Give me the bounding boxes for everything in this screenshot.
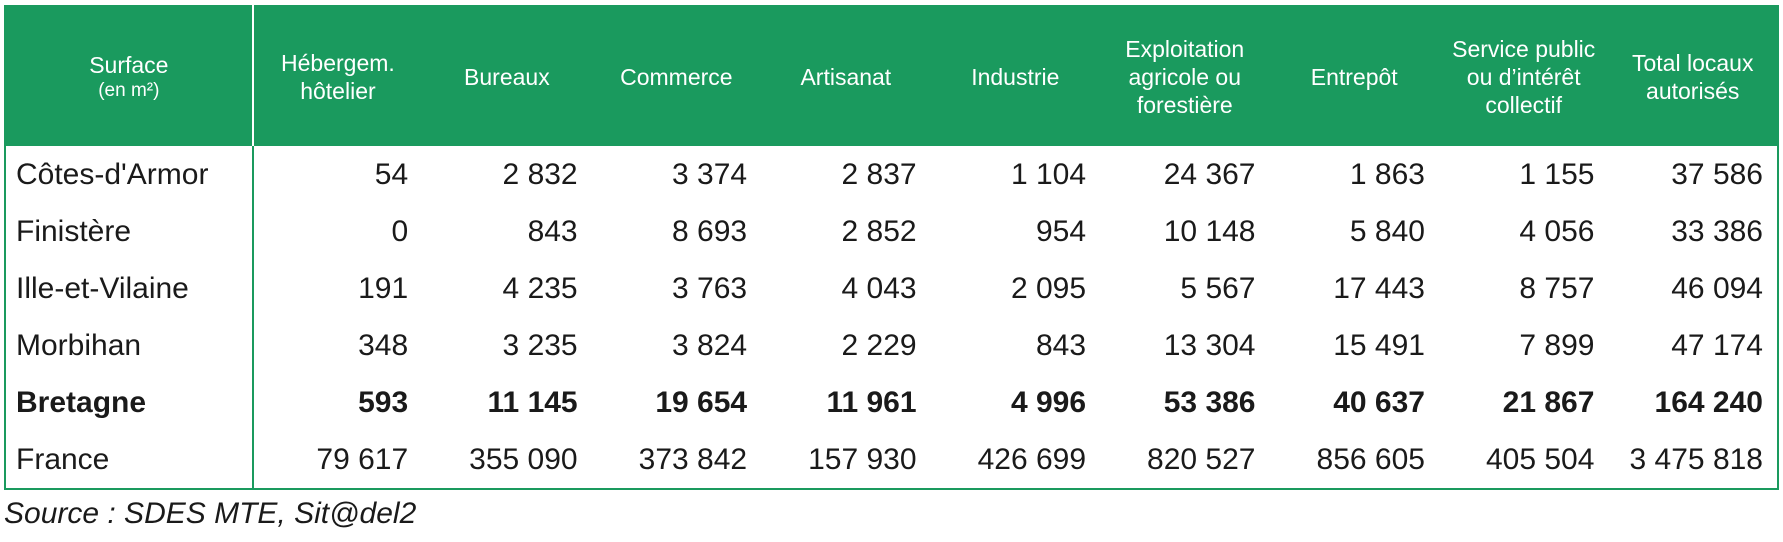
header-industrie: Industrie [930,6,1101,146]
table-row: Bretagne 593 11 145 19 654 11 961 4 996 53 386… [5,374,1778,431]
header-exploitation: Exploitation agricole ou forestière [1100,6,1270,146]
table-cell: 19 654 [655,385,748,419]
table-cell: 5 840 [1349,214,1425,248]
table-cell: 13 304 [1163,328,1256,362]
table-cell: 11 145 [487,385,578,419]
table-cell: 21 867 [1502,385,1595,419]
table-cell: 37 586 [1671,157,1763,191]
table-cell: 79 617 [316,442,409,476]
surface-table-container: Surface (en m²) Hébergem. hôtelier Burea… [4,5,1779,490]
table-cell: 40 637 [1333,385,1425,419]
header-surface-unit: (en m²) [98,79,160,101]
header-artisanat: Artisanat [761,6,931,146]
table-cell: 24 367 [1163,157,1256,191]
table-cell: 54 [374,157,409,191]
table-cell: 348 [358,328,409,362]
table-cell: 46 094 [1671,271,1763,305]
header-service-public: Service public ou d’intérêt collectif [1438,6,1609,146]
row-label: Côtes-d'Armor [5,146,254,203]
table-cell: 843 [527,214,578,248]
table-cell: 820 527 [1147,442,1256,476]
table-cell: 7 899 [1519,328,1595,362]
table-cell: 4 043 [841,271,917,305]
table-cell: 164 240 [1654,385,1763,419]
table-cell: 373 842 [638,442,748,476]
table-row: Finistère 0 843 8 693 2 852 954 10 148 5 840 4 0… [5,203,1778,260]
source-note: Source : SDES MTE, Sit@del2 [4,497,417,530]
table-cell: 2 229 [841,328,917,362]
table-cell: 2 832 [502,157,578,191]
table-cell: 2 852 [841,214,917,248]
table-cell: 405 504 [1485,442,1595,476]
table-cell: 2 095 [1010,271,1087,305]
table-cell: 4 056 [1519,214,1595,248]
table-cell: 1 863 [1349,157,1425,191]
table-cell: 954 [1035,214,1087,248]
table-cell: 3 374 [672,157,748,191]
table-cell: 1 155 [1519,157,1595,191]
table-cell: 3 763 [672,271,748,305]
table-cell: 191 [358,271,409,305]
table-cell: 8 757 [1519,271,1595,305]
table-cell: 15 491 [1333,328,1425,362]
table-cell: 47 174 [1671,328,1763,362]
table-row: Côtes-d'Armor 54 2 832 3 374 2 837 1 104 24 36… [5,146,1778,203]
table-cell: 4 235 [502,271,578,305]
table-cell: 8 693 [672,214,748,248]
surface-table: Surface (en m²) Hébergem. hôtelier Burea… [4,5,1779,490]
table-cell: 33 386 [1671,214,1763,248]
table-row: Morbihan 348 3 235 3 824 2 229 843 13 304 15 49… [5,317,1778,374]
table-cell: 3 235 [502,328,578,362]
table-cell: 426 699 [977,442,1087,476]
header-row: Surface (en m²) Hébergem. hôtelier Burea… [5,6,1778,146]
table-cell: 3 475 818 [1629,442,1763,476]
table-body: Côtes-d'Armor 54 2 832 3 374 2 837 1 104 24 36… [5,146,1778,489]
row-label: Finistère [5,203,254,260]
table-row: Ille-et-Vilaine 191 4 235 3 763 4 043 2 095 5 … [5,260,1778,317]
table-cell: 157 930 [808,442,917,476]
table-cell: 1 104 [1010,157,1087,191]
header-commerce: Commerce [591,6,762,146]
table-cell: 843 [1035,328,1087,362]
table-cell: 4 996 [1010,385,1087,419]
row-label: Ille-et-Vilaine [5,260,254,317]
header-surface-label: Surface [89,51,169,78]
table-cell: 856 605 [1316,442,1425,476]
header-total: Total locaux autorisés [1608,6,1778,146]
row-label: France [5,431,254,489]
table-cell: 593 [358,385,409,419]
header-entrepot: Entrepôt [1269,6,1439,146]
table-cell: 10 148 [1163,214,1256,248]
table-cell: 355 090 [469,442,578,476]
table-cell: 0 [391,214,409,248]
table-cell: 2 837 [841,157,917,191]
table-row: France 79 617 355 090 373 842 157 930 426 699… [5,431,1778,489]
table-cell: 3 824 [672,328,748,362]
table-cell: 17 443 [1333,271,1425,305]
header-hebergement: Hébergem. hôtelier [252,6,423,146]
table-cell: 11 961 [826,385,917,419]
row-label: Bretagne [5,374,254,431]
row-label: Morbihan [5,317,254,374]
table-cell: 53 386 [1163,385,1256,419]
table-cell: 5 567 [1180,271,1256,305]
header-surface: Surface (en m²) [5,6,254,146]
header-bureaux: Bureaux [422,6,592,146]
